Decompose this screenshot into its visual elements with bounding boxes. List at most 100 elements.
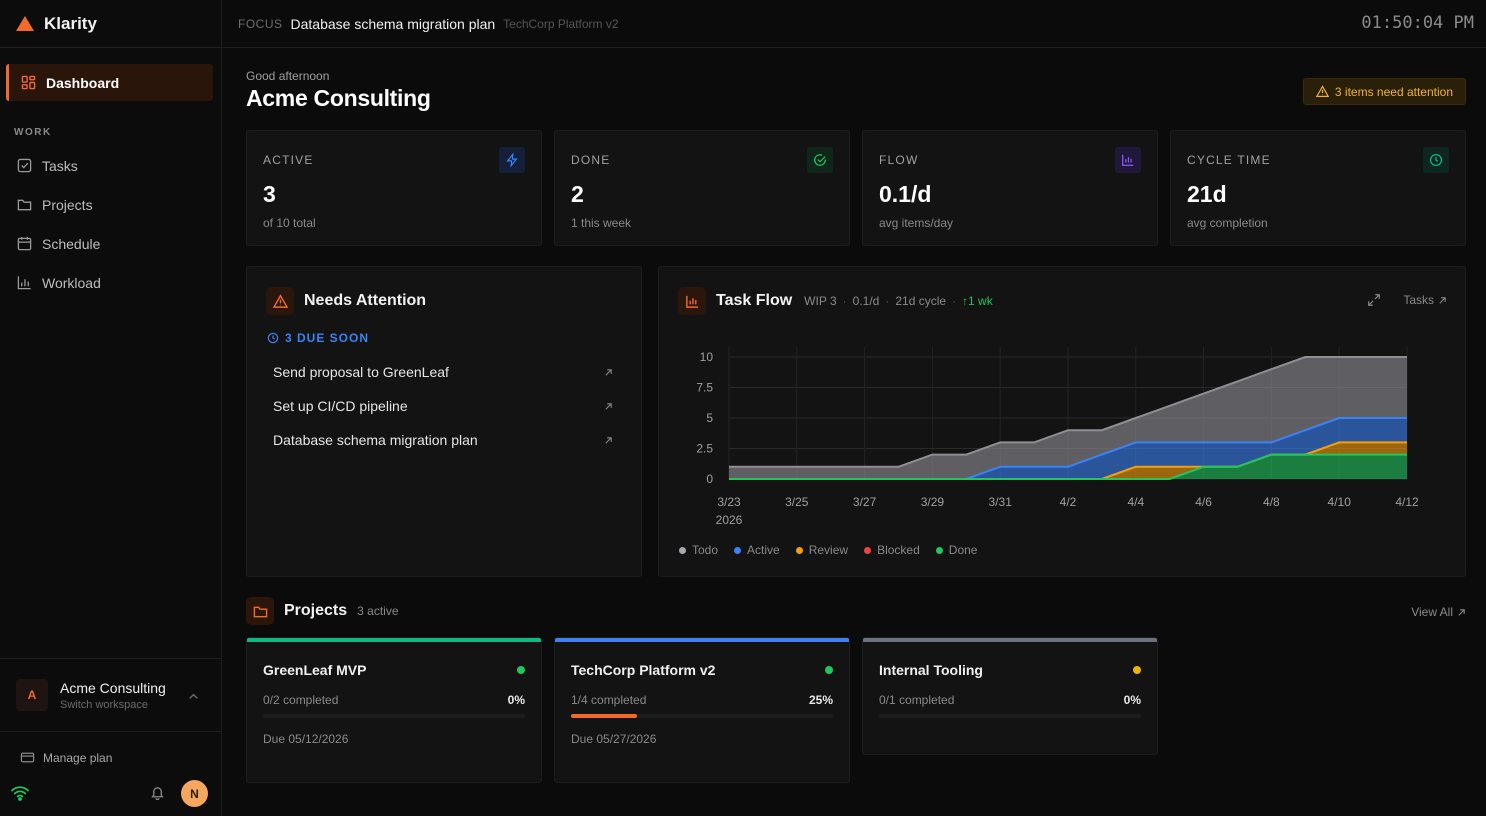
chevron-up-icon[interactable] <box>186 689 201 704</box>
y-tick-label: 7.5 <box>696 381 713 395</box>
sidebar-item-label: Dashboard <box>46 74 120 91</box>
chart-legend: Todo Active Review Blocked Done <box>679 543 993 557</box>
area-review <box>729 442 1407 479</box>
stat-card-flow[interactable]: FLOW 0.1/d avg items/day <box>862 130 1158 246</box>
x-tick-label: 4/10 <box>1328 495 1352 509</box>
topbar: FOCUS Database schema migration plan Tec… <box>222 0 1486 48</box>
stat-value: 3 <box>263 181 276 207</box>
project-card[interactable]: GreenLeaf MVP 0/2 completed 0% Due 05/12… <box>246 637 542 783</box>
project-accent-bar <box>247 638 541 642</box>
project-card[interactable]: TechCorp Platform v2 1/4 completed 25% D… <box>554 637 850 783</box>
sidebar-item-label: Workload <box>42 274 101 291</box>
sidebar-item-workload[interactable]: Workload <box>0 263 221 302</box>
klarity-logo-icon <box>16 16 34 31</box>
project-name: Internal Tooling <box>879 662 983 678</box>
focus-label: FOCUS <box>238 16 283 31</box>
nav-section-label: WORK <box>14 127 52 138</box>
status-dot <box>1133 666 1141 674</box>
grid-icon <box>21 75 36 90</box>
status-dot <box>825 666 833 674</box>
stats-row: ACTIVE 3 of 10 total DONE 2 1 this week … <box>246 130 1466 246</box>
stat-sub: of 10 total <box>263 216 316 230</box>
stat-label: ACTIVE <box>263 153 314 167</box>
credit-card-icon <box>20 750 35 765</box>
attention-badge-label: 3 items need attention <box>1334 84 1453 99</box>
x-tick-label: 4/8 <box>1263 495 1280 509</box>
task-title: Send proposal to GreenLeaf <box>273 364 449 380</box>
list-item[interactable]: Set up CI/CD pipeline <box>273 389 613 423</box>
legend-swatch <box>795 546 803 554</box>
stat-sub: avg completion <box>1187 216 1268 230</box>
y-tick-label: 5 <box>706 411 713 425</box>
legend-item-active[interactable]: Active <box>734 543 780 557</box>
sidebar-item-schedule[interactable]: Schedule <box>0 224 221 263</box>
folder-icon <box>17 197 32 212</box>
task-title: Set up CI/CD pipeline <box>273 398 408 414</box>
x-tick-label: 4/4 <box>1127 495 1144 509</box>
progress-bar <box>879 714 1141 718</box>
project-name: GreenLeaf MVP <box>263 662 367 678</box>
x-tick-label: 4/12 <box>1395 495 1419 509</box>
line-todo <box>729 356 1407 468</box>
sidebar-item-label: Tasks <box>42 157 78 174</box>
workspace-switcher[interactable]: A Acme Consulting Switch workspace <box>0 658 221 732</box>
list-item[interactable]: Send proposal to GreenLeaf <box>273 355 613 389</box>
bell-icon[interactable] <box>150 785 165 800</box>
sidebar-item-projects[interactable]: Projects <box>0 185 221 224</box>
sidebar-item-tasks[interactable]: Tasks <box>0 146 221 185</box>
x-year-label: 2026 <box>716 513 743 527</box>
folder-icon <box>246 597 274 625</box>
manage-plan-label: Manage plan <box>43 750 113 765</box>
legend-label: Blocked <box>877 543 920 557</box>
legend-swatch <box>864 546 872 554</box>
sidebar-item-label: Schedule <box>42 235 101 252</box>
status-dot <box>517 666 525 674</box>
arrow-up-right-icon <box>604 402 613 411</box>
stat-value: 2 <box>571 181 584 207</box>
expand-icon[interactable] <box>1367 293 1381 307</box>
view-all-link[interactable]: View All <box>1411 605 1466 619</box>
progress-bar <box>571 714 833 718</box>
flow-cycle: 21d cycle <box>895 294 947 308</box>
list-item[interactable]: Database schema migration plan <box>273 423 613 457</box>
x-tick-label: 4/2 <box>1060 495 1077 509</box>
legend-item-todo[interactable]: Todo <box>679 543 718 557</box>
legend-item-blocked[interactable]: Blocked <box>864 543 920 557</box>
legend-item-done[interactable]: Done <box>935 543 977 557</box>
project-accent-bar <box>555 638 849 642</box>
x-tick-label: 4/6 <box>1195 495 1212 509</box>
project-completed: 0/1 completed <box>879 693 955 707</box>
progress-fill <box>571 714 637 718</box>
clock: 01:50:04 PM <box>1361 13 1474 33</box>
stat-value: 21d <box>1187 181 1227 207</box>
manage-plan-link[interactable]: Manage plan <box>20 750 112 765</box>
focus-task-title[interactable]: Database schema migration plan <box>290 15 496 32</box>
area-active <box>729 418 1407 479</box>
stat-card-active[interactable]: ACTIVE 3 of 10 total <box>246 130 542 246</box>
warning-icon <box>1315 85 1329 98</box>
clock-icon <box>1423 147 1449 173</box>
section-title: Projects <box>284 602 348 619</box>
stat-card-done[interactable]: DONE 2 1 this week <box>554 130 850 246</box>
flow-rate: 0.1/d <box>852 294 880 308</box>
projects-count: 3 active <box>357 604 399 618</box>
line-done <box>729 453 1407 480</box>
legend-label: Active <box>747 543 780 557</box>
legend-item-review[interactable]: Review <box>795 543 848 557</box>
project-card[interactable]: Internal Tooling 0/1 completed 0% <box>862 637 1158 755</box>
legend-swatch <box>679 546 686 554</box>
stat-card-cycle-time[interactable]: CYCLE TIME 21d avg completion <box>1170 130 1466 246</box>
workspace-sub: Switch workspace <box>60 698 149 711</box>
arrow-up-right-icon <box>604 368 613 377</box>
user-avatar[interactable]: N <box>181 780 208 807</box>
tasks-link[interactable]: Tasks <box>1403 293 1434 307</box>
project-accent-bar <box>863 638 1157 642</box>
sidebar-item-dashboard[interactable]: Dashboard <box>6 64 213 101</box>
attention-badge[interactable]: 3 items need attention <box>1302 78 1466 105</box>
y-tick-label: 2.5 <box>696 442 713 456</box>
x-tick-label: 3/23 <box>717 495 741 509</box>
task-title: Database schema migration plan <box>273 432 478 448</box>
brand[interactable]: Klarity <box>0 0 221 48</box>
lightning-icon <box>499 147 525 173</box>
sidebar-item-label: Projects <box>42 196 93 213</box>
